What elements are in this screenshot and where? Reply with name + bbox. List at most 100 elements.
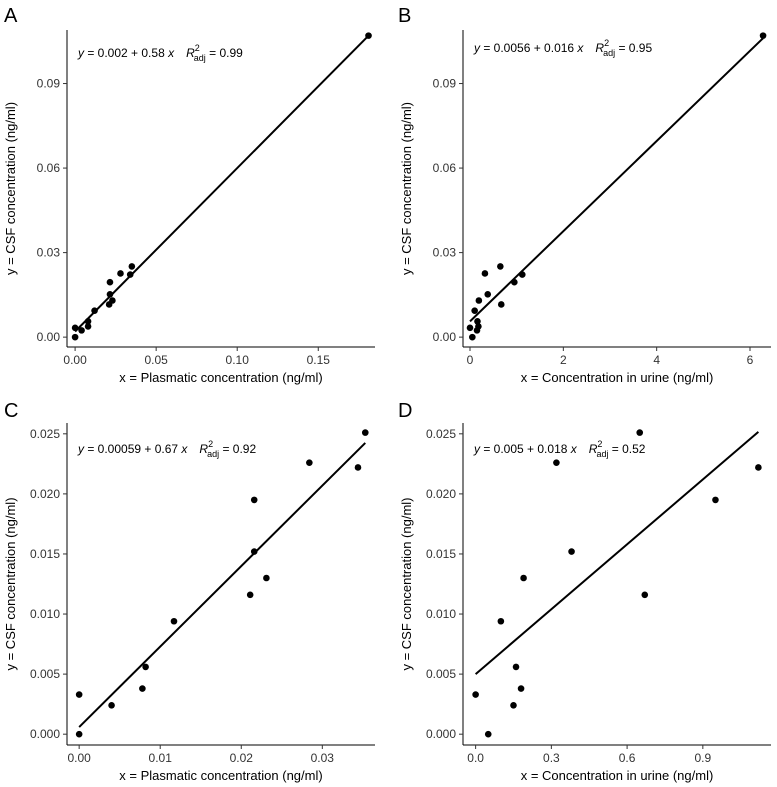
regression-equation: y = 0.0056 + 0.016 x R2 adj = 0.95 — [473, 38, 652, 58]
panel-letter: D — [398, 400, 412, 422]
data-point — [91, 307, 98, 314]
y-tick-label: 0.010 — [426, 607, 456, 621]
data-point — [109, 297, 116, 304]
data-point — [75, 730, 83, 738]
y-tick-label: 0.00 — [433, 330, 457, 344]
data-point — [471, 307, 478, 314]
panel-b: B 0 2 4 6 0.00 0.03 0.06 0.09 x = Concentration i… — [398, 5, 771, 385]
x-tick-label: 0.05 — [144, 353, 168, 367]
data-point — [475, 323, 482, 330]
data-point — [142, 663, 149, 671]
data-point — [170, 617, 178, 625]
data-point — [117, 270, 124, 277]
data-point — [128, 263, 136, 270]
data-point — [469, 333, 476, 341]
data-point — [511, 278, 518, 286]
data-point — [484, 730, 492, 738]
y-tick-label: 0.010 — [30, 607, 60, 621]
x-tick-label: 2 — [560, 353, 567, 367]
data-point — [497, 301, 505, 308]
data-point — [361, 429, 369, 436]
data-point — [263, 574, 270, 582]
data-point — [246, 591, 254, 599]
regression-line — [474, 431, 760, 675]
y-tick-label: 0.025 — [426, 427, 456, 441]
data-point — [139, 685, 146, 692]
x-tick-label: 0.02 — [230, 751, 254, 765]
x-tick-label: 6 — [747, 353, 754, 367]
data-point — [481, 270, 489, 277]
data-point — [106, 291, 114, 298]
x-tick-label: 0.15 — [307, 353, 331, 367]
data-point — [553, 459, 560, 466]
data-point — [520, 574, 527, 582]
y-tick-label: 0.06 — [433, 161, 457, 175]
panel-letter: A — [4, 5, 18, 27]
regression-equation: y = 0.00059 + 0.67 x R2 adj = 0.92 — [77, 439, 256, 459]
y-tick-label: 0.005 — [30, 667, 60, 681]
y-tick-label: 0.015 — [426, 547, 456, 561]
y-tick-label: 0.020 — [30, 487, 60, 501]
x-tick-label: 0.10 — [226, 353, 250, 367]
data-point — [755, 464, 762, 471]
y-tick-label: 0.06 — [37, 161, 61, 175]
data-point — [250, 496, 258, 504]
data-point — [474, 318, 481, 325]
data-point — [636, 429, 644, 436]
y-axis-title: y = CSF concentration (ng/ml) — [399, 102, 414, 275]
regression-line — [469, 37, 764, 323]
data-point — [126, 271, 134, 278]
x-tick-label: 0.03 — [311, 751, 335, 765]
data-point — [106, 278, 114, 286]
x-tick-label: 0.01 — [149, 751, 173, 765]
panel-letter: C — [4, 400, 18, 422]
data-point — [759, 32, 767, 39]
x-tick-label: 0.9 — [694, 751, 711, 765]
x-tick-label: 0.3 — [543, 751, 560, 765]
data-point — [75, 691, 83, 698]
data-point — [497, 263, 504, 270]
data-point — [497, 617, 505, 625]
panel-c: C 0.00 0.01 0.02 0.03 0.000 0.005 0.010 0.015 0.0… — [3, 400, 375, 783]
x-tick-label: 0.0 — [467, 751, 484, 765]
data-point — [108, 702, 115, 709]
y-tick-label: 0.015 — [30, 547, 60, 561]
data-point — [84, 318, 92, 325]
y-tick-label: 0.000 — [30, 727, 60, 741]
x-tick-label: 0.00 — [67, 751, 91, 765]
data-point — [484, 291, 492, 298]
panel-d: D 0.0 0.3 0.6 0.9 0.000 0.005 0.010 0.015 0.020 0.… — [398, 400, 771, 783]
data-point — [512, 663, 520, 671]
data-point — [517, 685, 525, 692]
data-point — [365, 32, 372, 39]
data-point — [71, 333, 79, 341]
data-point — [472, 691, 479, 698]
data-point — [78, 327, 85, 334]
x-axis-title: x = Concentration in urine (ng/ml) — [521, 768, 714, 783]
y-tick-label: 0.03 — [433, 246, 457, 260]
data-point — [568, 548, 575, 555]
data-point — [466, 324, 474, 332]
x-tick-label: 0.00 — [63, 353, 87, 367]
y-tick-label: 0.005 — [426, 667, 456, 681]
data-point — [84, 323, 92, 330]
x-axis-title: x = Plasmatic concentration (ng/ml) — [119, 768, 322, 783]
data-point — [641, 591, 649, 599]
x-tick-label: 4 — [653, 353, 660, 367]
regression-equation: y = 0.005 + 0.018 x R2 adj = 0.52 — [473, 439, 646, 459]
y-tick-label: 0.020 — [426, 487, 456, 501]
data-point — [354, 464, 362, 471]
data-point — [510, 702, 517, 709]
x-tick-label: 0 — [467, 353, 474, 367]
y-tick-label: 0.00 — [37, 330, 61, 344]
y-tick-label: 0.000 — [426, 727, 456, 741]
panel-a: A 0.00 0.05 0.10 0.15 0.00 0.03 0.06 0.09 x = Pla… — [3, 5, 375, 385]
x-axis-title: x = Plasmatic concentration (ng/ml) — [119, 370, 322, 385]
regression-equation: y = 0.002 + 0.58 x R2 adj = 0.99 — [77, 43, 243, 63]
data-point — [71, 324, 79, 332]
y-axis-title: y = CSF concentration (ng/ml) — [399, 497, 414, 670]
data-point — [306, 459, 313, 466]
x-axis-title: x = Concentration in urine (ng/ml) — [521, 370, 714, 385]
y-axis-title: y = CSF concentration (ng/ml) — [3, 497, 18, 670]
